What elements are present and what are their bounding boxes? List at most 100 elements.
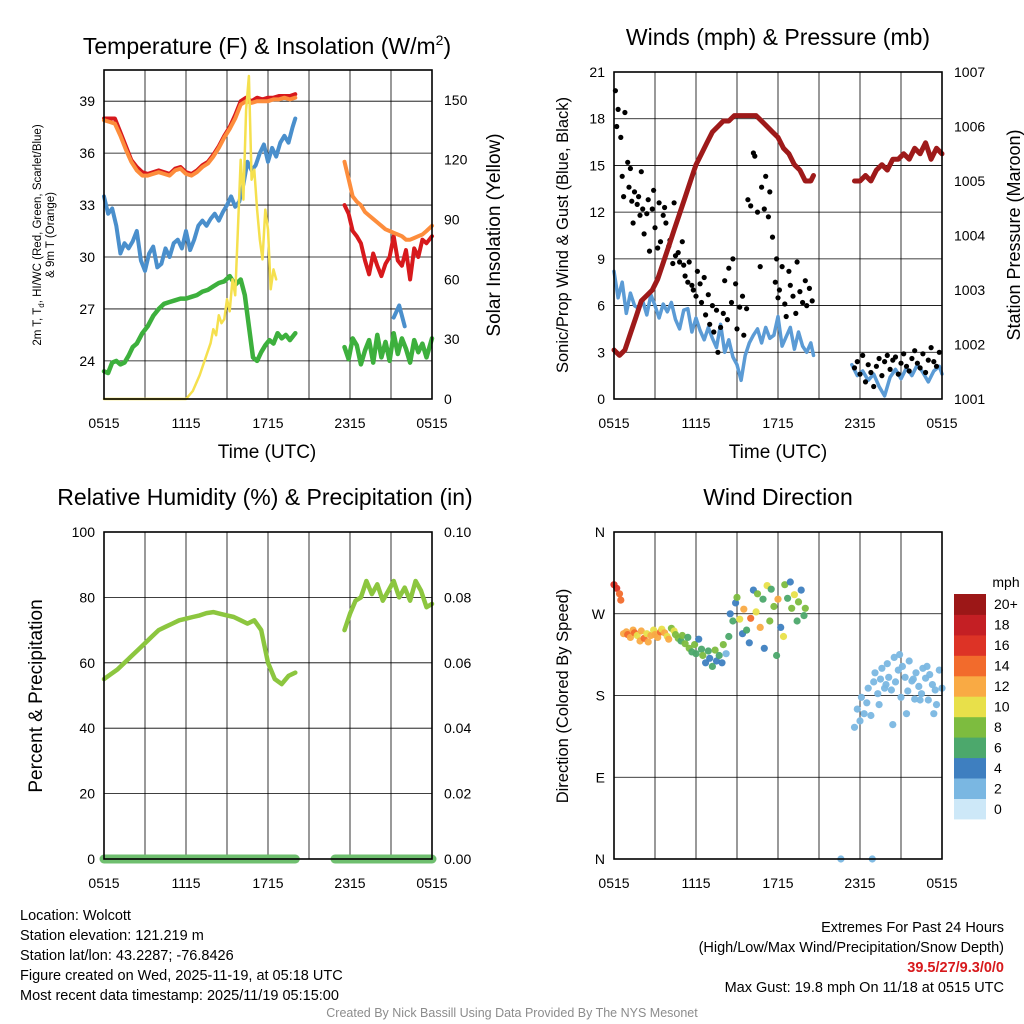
winds-series-gust-point <box>903 363 910 369</box>
wind-direction-point <box>725 632 733 641</box>
wind-direction-point <box>874 690 882 698</box>
winds-series-gust-point <box>622 109 628 116</box>
temperature-series-wind-chill <box>102 116 298 273</box>
wind-direction-point <box>915 682 923 691</box>
winds-series-gust-point <box>804 303 810 309</box>
wind-direction-point <box>684 633 692 642</box>
wind-direction-point <box>788 604 796 612</box>
wind-direction-point <box>891 678 900 686</box>
winds-series-gust-point <box>779 264 785 270</box>
winds-series-gust-point <box>682 273 688 279</box>
winds-series-gust-point <box>767 189 773 195</box>
colorbar: 0 2 4 6 8 10 12 14 16 18 20+ <box>954 594 1018 820</box>
winds-series-gust-point <box>693 293 699 299</box>
winds-x-label: Time (UTC) <box>729 442 828 463</box>
temperature-x-tick-label: 0515 <box>88 415 119 431</box>
winds-series-gust-point <box>677 259 683 265</box>
temperature-panel: Temperature (F) & Insolation (W/m2) Time… <box>32 32 505 463</box>
temperature-title: Temperature (F) & Insolation (W/m2) <box>83 32 451 59</box>
winds-series-gust-point <box>670 260 676 267</box>
winds-series-gust-point <box>627 165 634 172</box>
humidity-series-relative-humidity <box>101 609 298 687</box>
winds-series-gust-point <box>626 184 632 190</box>
humidity-x-tick-label: 2315 <box>334 875 365 891</box>
temperature-plot-frame <box>103 69 433 400</box>
wind-direction-point <box>613 584 621 592</box>
humidity-y-tick-label: 0 <box>87 851 95 867</box>
wind-direction-point <box>706 654 714 662</box>
winds-series-gust-point <box>733 281 739 287</box>
wind-direction-point <box>932 701 941 709</box>
colorbar-swatch <box>954 757 986 779</box>
wind-direction-point <box>743 626 751 634</box>
humidity-y-tick-label: 20 <box>79 786 95 802</box>
colorbar-swatch <box>954 614 986 636</box>
wind-direction-y-tick-label: N <box>595 851 605 867</box>
winds-series-gust-point <box>862 379 869 385</box>
wind-direction-point <box>794 598 803 606</box>
wind-direction-point <box>654 633 662 642</box>
winds-title: Winds (mph) & Pressure (mb) <box>626 24 930 50</box>
wind-direction-point <box>897 693 905 701</box>
wind-direction-point <box>733 593 741 602</box>
wind-direction-point <box>781 581 789 589</box>
winds-y-tick-label: 3 <box>597 344 605 360</box>
station-elevation: Station elevation: 121.219 m <box>20 928 204 944</box>
wind-direction-point <box>853 705 861 713</box>
winds-series-gust-point <box>923 369 929 376</box>
humidity-series-relative-humidity <box>342 578 435 633</box>
wind-direction-point <box>736 615 744 623</box>
wind-direction-point <box>759 595 767 603</box>
winds-series-gust-point <box>728 299 735 306</box>
wind-direction-point <box>889 721 897 729</box>
wind-direction-y-tick-label: W <box>592 606 606 622</box>
colorbar-swatch <box>954 737 986 759</box>
extremes-info: Extremes For Past 24 Hours (High/Low/Max… <box>699 918 1004 998</box>
temperature-x-tick-label: 2315 <box>334 415 365 431</box>
winds-series-gust-point <box>786 268 792 274</box>
winds-series-gust-point <box>689 282 695 288</box>
extremes-values: 39.5/27/9.3/0/0 <box>907 960 1004 976</box>
extremes-legend: (High/Low/Max Wind/Precipitation/Snow De… <box>698 940 1004 956</box>
colorbar-swatch <box>954 634 986 656</box>
winds-y-tick-label: 15 <box>589 157 605 173</box>
wind-direction-point <box>665 635 673 643</box>
winds-series-gust-point <box>933 363 940 369</box>
temperature-x-tick-label: 1115 <box>171 415 200 431</box>
colorbar-label: 18 <box>994 617 1010 633</box>
wind-direction-point <box>767 585 775 593</box>
temperature-right-tick-label: 0 <box>444 391 452 407</box>
temperature-series-9m-t <box>102 95 298 178</box>
winds-right-tick-label: 1005 <box>954 173 985 189</box>
winds-series-gust-point <box>793 310 799 316</box>
winds-series-gust-point <box>920 351 926 357</box>
winds-series-gust-point <box>655 245 661 251</box>
wind-direction-point <box>898 662 907 671</box>
wind-direction-point <box>882 681 890 689</box>
winds-series-gust-point <box>686 259 692 265</box>
winds-series-gust-point <box>634 201 640 207</box>
winds-series-gust-point <box>761 206 767 212</box>
winds-series-gust-point <box>637 212 643 218</box>
winds-series-gust-point <box>681 262 687 268</box>
winds-x-tick-label: 0515 <box>926 415 957 431</box>
colorbar-swatch <box>954 716 986 738</box>
humidity-right-tick-label: 0.06 <box>444 655 471 671</box>
winds-series-gust-point <box>757 264 763 270</box>
winds-series-gust-point <box>718 324 724 330</box>
wind-direction-point <box>695 635 703 643</box>
colorbar-label: 10 <box>994 699 1010 715</box>
winds-right-tick-label: 1006 <box>954 119 985 135</box>
winds-y-tick-label: 6 <box>597 298 605 314</box>
wind-direction-point <box>793 617 801 625</box>
wind-direction-point <box>871 669 879 677</box>
winds-series-gust-point <box>707 321 713 327</box>
wind-direction-point <box>928 681 937 689</box>
winds-series-gust-point <box>901 351 907 357</box>
wind-direction-point <box>790 591 799 599</box>
winds-series-gust-point <box>806 285 813 291</box>
winds-series-gust-point <box>906 368 912 374</box>
winds-series-gust-point <box>851 365 858 371</box>
temperature-y-tick-label: 39 <box>79 93 95 109</box>
colorbar-label: 16 <box>994 637 1010 653</box>
